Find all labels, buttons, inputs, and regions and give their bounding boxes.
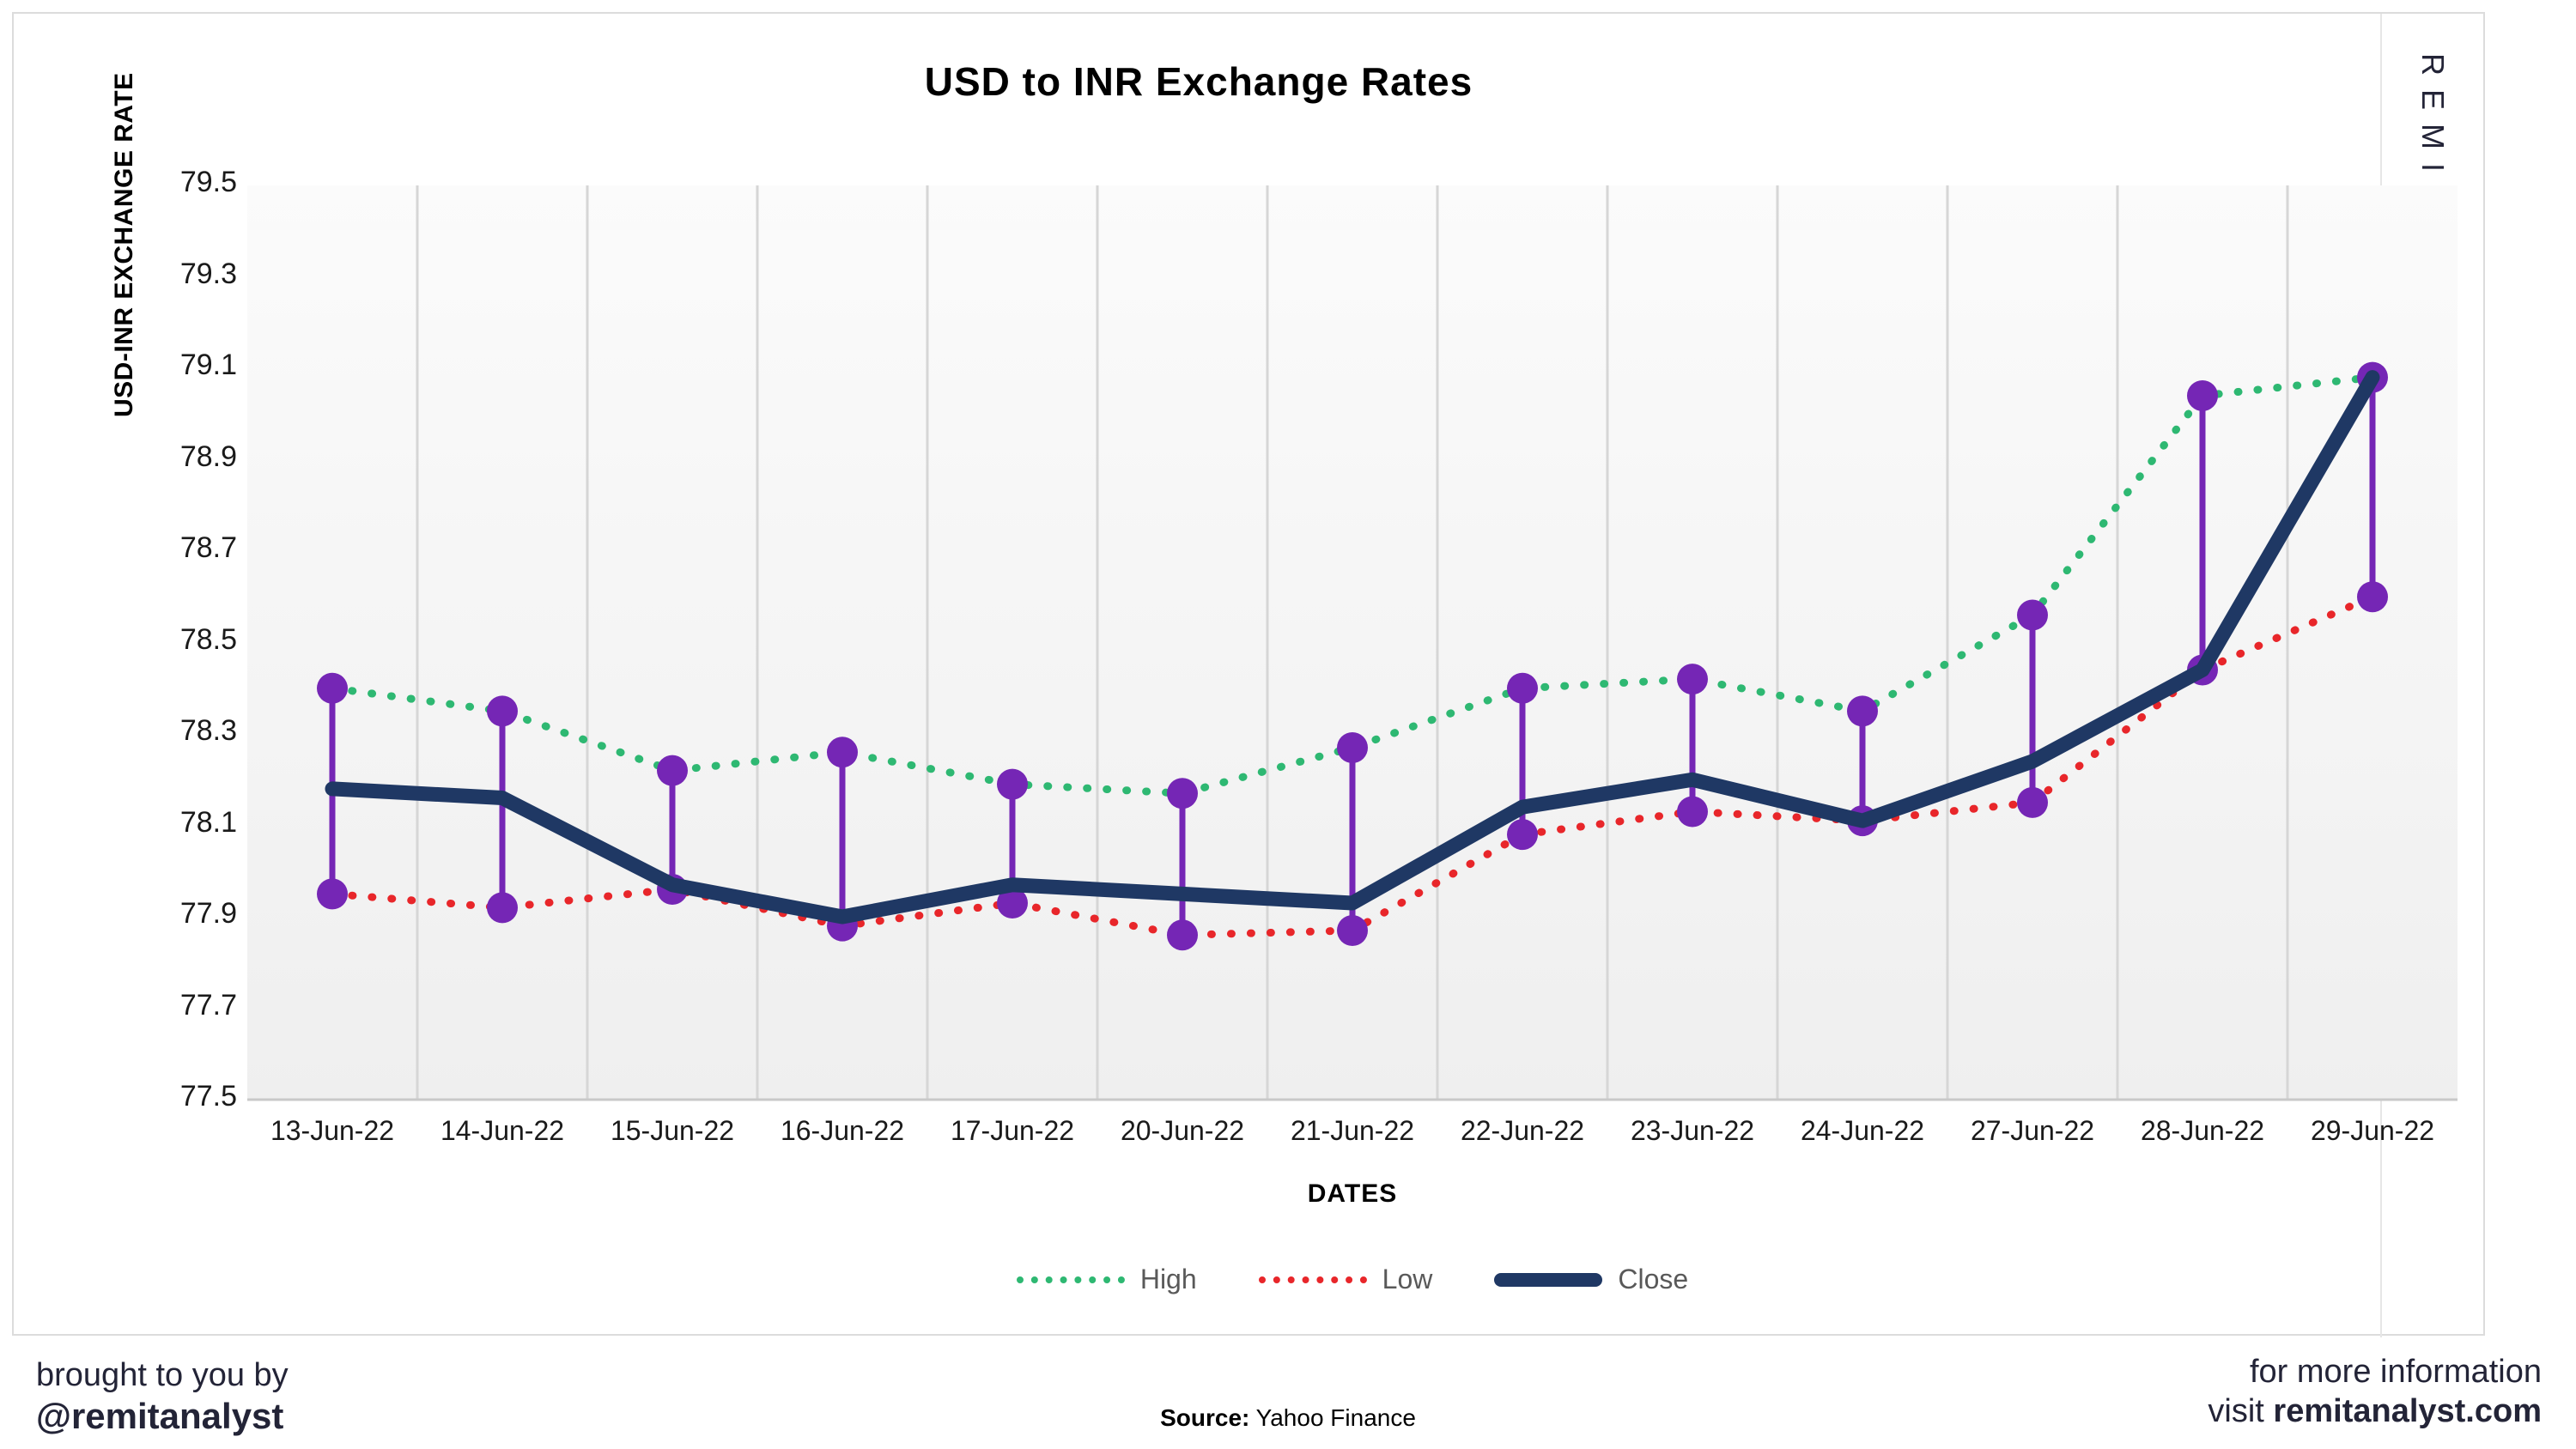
more-info-line: for more information [2249, 1354, 2542, 1390]
data-point-marker [317, 672, 348, 704]
x-axis-tick-label: 13-Jun-22 [270, 1115, 395, 1146]
x-axis-tick-label: 21-Jun-22 [1290, 1115, 1415, 1146]
y-axis-tick-label: 79.3 [179, 257, 237, 290]
chart-title: USD to INR Exchange Rates [924, 59, 1473, 104]
y-axis-tick-label: 78.1 [179, 805, 237, 839]
source-value: Yahoo Finance [1255, 1404, 1416, 1431]
visit-prefix: visit [2208, 1392, 2274, 1429]
y-axis-tick-label: 79.5 [179, 166, 237, 198]
data-point-marker [1337, 914, 1368, 946]
x-axis-tick-label: 27-Jun-22 [1970, 1115, 2095, 1146]
x-axis-tick-label: 16-Jun-22 [780, 1115, 905, 1146]
legend-item-close[interactable]: Close [1494, 1264, 1688, 1295]
x-axis-tick-label: 22-Jun-22 [1460, 1115, 1585, 1146]
data-point-marker [317, 878, 348, 910]
y-axis-tick-label: 79.1 [179, 349, 237, 381]
data-point-marker [1507, 819, 1538, 851]
data-point-marker [1337, 731, 1368, 763]
legend-item-high[interactable]: High [1016, 1264, 1197, 1295]
footer-brought-to-you: brought to you by @remitanalyst [36, 1356, 289, 1437]
y-axis-tick-label: 78.9 [179, 440, 237, 473]
y-axis-tick-label: 77.9 [179, 897, 237, 930]
legend-swatch-low-icon [1258, 1276, 1367, 1283]
y-axis-tick-label: 77.5 [179, 1080, 237, 1113]
x-axis-tick-label: 15-Jun-22 [610, 1115, 735, 1146]
plot-background [247, 185, 2458, 1100]
data-point-marker [1167, 778, 1198, 809]
data-point-marker [827, 737, 858, 768]
series-line-close [325, 370, 2380, 925]
legend-swatch-close-icon [1494, 1272, 1603, 1287]
data-point-marker [2017, 599, 2048, 631]
data-point-marker [487, 695, 518, 727]
y-axis-tick-label: 78.3 [179, 714, 237, 747]
data-point-marker [487, 892, 518, 924]
data-point-marker [1847, 695, 1878, 727]
x-axis-tick-label: 24-Jun-22 [1800, 1115, 1925, 1146]
data-point-marker [1167, 919, 1198, 951]
legend-item-low[interactable]: Low [1258, 1264, 1433, 1295]
brought-line: brought to you by [36, 1357, 289, 1393]
plot-area: USD-INR EXCHANGE RATE DATES 79.5 79.3 79.1… [14, 14, 2487, 1337]
x-axis-tick-label: 23-Jun-22 [1630, 1115, 1755, 1146]
chart-canvas [247, 185, 2458, 1101]
data-point-marker [1677, 796, 1708, 828]
chart-card: REMITANALYST USD to INR Exchange Rates U… [12, 12, 2487, 1337]
source-label: Source: [1160, 1404, 1250, 1431]
legend-label: Close [1618, 1264, 1689, 1294]
x-axis-tick-label: 20-Jun-22 [1120, 1115, 1245, 1146]
x-axis-tick-label: 14-Jun-22 [440, 1115, 565, 1146]
x-axis-tick-label: 28-Jun-22 [2140, 1115, 2265, 1146]
data-point-marker [1507, 672, 1538, 704]
data-point-marker [1677, 664, 1708, 695]
y-axis-tick-label: 78.7 [179, 531, 237, 564]
footer-more-info: for more information visit remitanalyst.… [2208, 1353, 2542, 1431]
data-point-marker [2017, 786, 2048, 818]
y-axis-tick-label: 77.7 [179, 988, 237, 1022]
brand-handle: @remitanalyst [36, 1395, 284, 1436]
data-point-marker [2357, 581, 2388, 613]
data-point-marker [657, 755, 688, 786]
x-axis-label: DATES [1307, 1179, 1398, 1208]
website-link[interactable]: remitanalyst.com [2273, 1392, 2542, 1429]
y-axis-tick-label: 78.5 [179, 622, 237, 656]
legend-label: Low [1382, 1264, 1433, 1294]
data-point-marker [997, 888, 1028, 919]
legend-swatch-high-icon [1016, 1276, 1125, 1283]
data-point-marker [997, 768, 1028, 800]
legend-label: High [1139, 1264, 1197, 1294]
source-note: Source: Yahoo Finance [0, 1404, 2576, 1432]
x-axis-tick-label: 29-Jun-22 [2310, 1115, 2435, 1146]
data-point-marker [2187, 379, 2218, 411]
chart-legend: High Low Close [247, 1264, 2458, 1295]
x-axis-tick-label: 17-Jun-22 [950, 1115, 1075, 1146]
